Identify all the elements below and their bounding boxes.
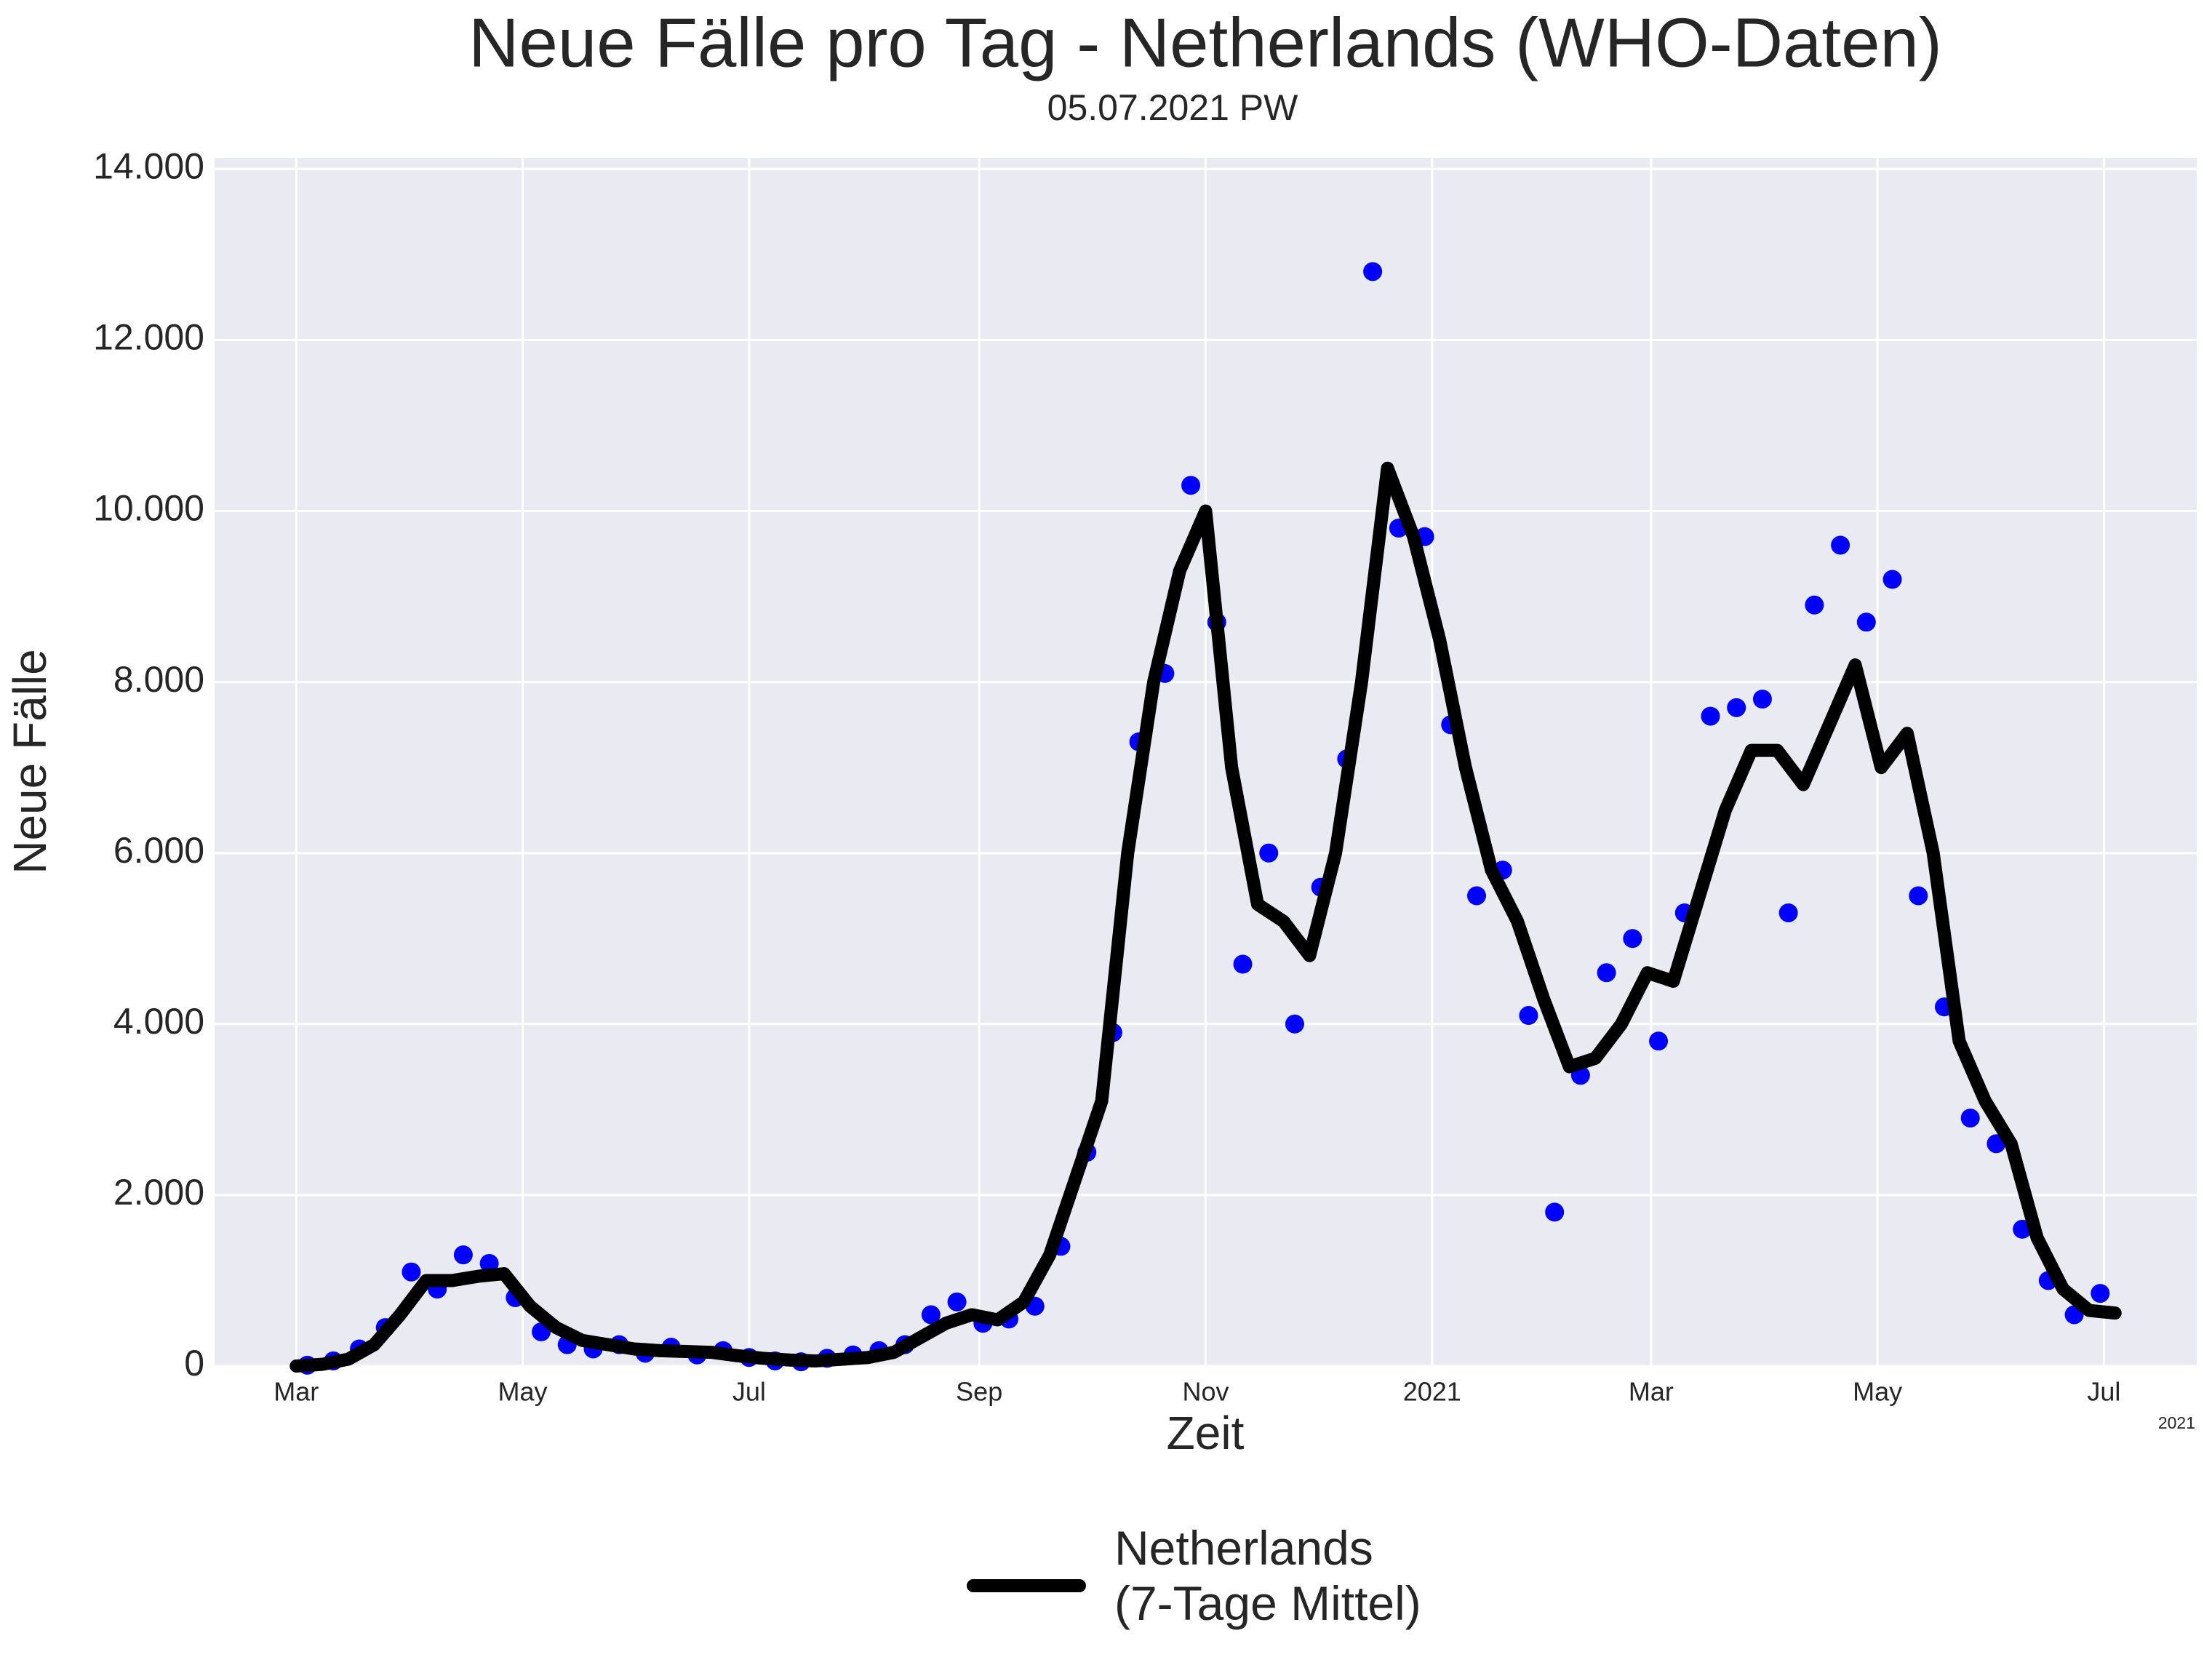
scatter-point: [947, 1292, 967, 1311]
y-tick-label: 10.000: [93, 488, 204, 529]
scatter-point: [1285, 1014, 1304, 1034]
x-tick-label: May: [498, 1377, 548, 1407]
scatter-point: [1831, 535, 1850, 555]
x-tick-label: May: [1853, 1377, 1902, 1407]
y-tick-label: 4.000: [113, 1001, 204, 1042]
scatter-point: [1259, 843, 1279, 863]
line-series: [290, 461, 2122, 1373]
scatter-point: [1363, 262, 1383, 282]
scatter-point: [402, 1262, 421, 1282]
x-offset-text: 2021: [2158, 1413, 2195, 1432]
y-tick-label: 8.000: [113, 659, 204, 700]
scatter-point: [1727, 698, 1746, 717]
y-tick-label: 2.000: [113, 1172, 204, 1213]
scatter-point: [1519, 1006, 1538, 1026]
scatter-point: [1233, 954, 1253, 974]
legend-label: Netherlands (7-Tage Mittel): [1114, 1521, 1421, 1630]
scatter-point: [453, 1245, 473, 1265]
scatter-point: [1805, 595, 1824, 615]
y-axis-label: Neue Fälle: [4, 649, 56, 874]
scatter-point: [1597, 963, 1616, 983]
y-tick-label: 6.000: [113, 830, 204, 871]
x-tick-label: 2021: [1403, 1377, 1461, 1407]
scatter-point: [921, 1305, 941, 1325]
scatter-point: [1882, 570, 1902, 589]
scatter-point: [1960, 1109, 1980, 1128]
x-tick-label: Jul: [732, 1377, 766, 1407]
chart-subtitle: 05.07.2021 PW: [1047, 87, 1298, 128]
scatter-point: [1778, 903, 1798, 922]
scatter-point: [1856, 612, 1876, 632]
y-tick-label: 12.000: [93, 317, 204, 358]
scatter-point: [1752, 690, 1772, 709]
y-tick-label: 0: [184, 1343, 204, 1383]
scatter-point: [1701, 706, 1720, 726]
x-tick-label: Sep: [956, 1377, 1002, 1407]
scatter-point: [1649, 1031, 1669, 1051]
scatter-point: [1545, 1202, 1565, 1222]
x-tick-label: Jul: [2087, 1377, 2120, 1407]
x-tick-label: Mar: [273, 1377, 319, 1407]
scatter-point: [1467, 886, 1487, 906]
x-tick-label: Mar: [1629, 1377, 1674, 1407]
y-tick-label: 14.000: [93, 145, 204, 186]
chart-title: Neue Fälle pro Tag - Netherlands (WHO-Da…: [468, 4, 1942, 81]
scatter-point: [1181, 476, 1201, 495]
scatter-point: [2091, 1284, 2110, 1303]
x-tick-label: Nov: [1182, 1377, 1229, 1407]
scatter-point: [1623, 929, 1642, 949]
x-axis-label: Zeit: [1167, 1407, 1245, 1459]
scatter-point: [1909, 886, 1928, 906]
